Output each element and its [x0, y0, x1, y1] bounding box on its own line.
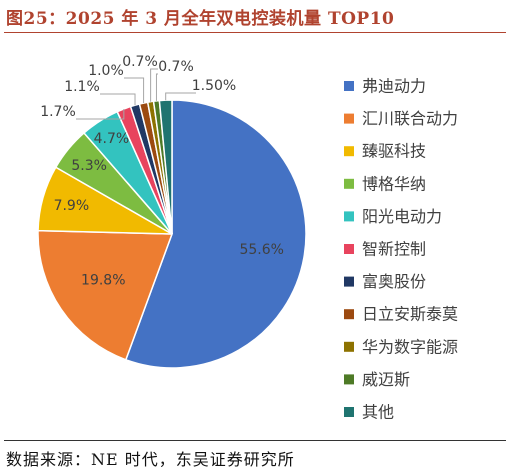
slice-data-label: 1.50% [192, 78, 236, 94]
page-title: 图25：2025 年 3 月全年双电控装机量 TOP10 [6, 9, 395, 29]
legend-swatch [344, 146, 354, 157]
slice-data-label: 7.9% [54, 198, 90, 214]
legend-label: 威迈斯 [362, 370, 410, 389]
slice-data-label: 1.0% [88, 63, 124, 79]
footer-divider [4, 440, 506, 441]
title-divider [4, 32, 506, 33]
leader-lines [76, 68, 196, 120]
leader-line [76, 108, 125, 120]
legend-swatch [344, 374, 354, 385]
leader-line [155, 73, 158, 101]
legend-label: 日立安斯泰莫 [362, 305, 458, 324]
source-note: 数据来源：NE 时代，东吴证券研究所 [6, 450, 295, 469]
legend-label: 臻驱科技 [362, 142, 426, 161]
slice-data-label: 1.7% [40, 104, 76, 120]
legend-label: 富奥股份 [362, 272, 426, 291]
slice-data-label: 0.7% [158, 59, 194, 75]
legend-swatch [344, 309, 354, 320]
legend-label: 汇川联合动力 [362, 109, 458, 128]
legend-label: 博格华纳 [362, 174, 426, 193]
pie-slice [124, 99, 307, 369]
legend-label: 智新控制 [362, 240, 426, 259]
slice-data-label: 5.3% [71, 158, 107, 174]
legend-swatch [344, 81, 354, 91]
slice-data-label: 1.1% [64, 79, 100, 95]
data-labels: 55.6%19.8%7.9%5.3%4.7%1.7%1.1%1.0%0.7% 0.… [40, 54, 284, 289]
slice-data-label: 19.8% [81, 273, 125, 289]
slice-data-label: 4.7% [94, 131, 130, 147]
legend-swatch [344, 244, 354, 254]
legend-swatch [344, 211, 354, 222]
pie-slices [37, 99, 307, 369]
leader-line [124, 77, 145, 104]
legend-label: 弗迪动力 [362, 77, 426, 96]
legend-swatch [344, 113, 354, 124]
legend-label: 其他 [362, 403, 394, 422]
leader-line [100, 93, 136, 106]
legend-swatch [344, 276, 354, 287]
leader-line [165, 92, 196, 101]
chart-legend: 弗迪动力汇川联合动力臻驱科技博格华纳阳光电动力智新控制富奥股份日立安斯泰莫华为数… [344, 77, 458, 422]
legend-swatch [344, 341, 354, 352]
slice-data-label: 55.6% [239, 242, 283, 258]
legend-label: 华为数字能源 [362, 337, 458, 356]
slice-data-label: 0.7% [122, 54, 158, 70]
legend-swatch [344, 178, 354, 189]
leader-line [150, 68, 158, 102]
legend-label: 阳光电动力 [362, 207, 442, 226]
legend-swatch [344, 407, 354, 417]
pie-slice [37, 229, 174, 361]
pie-chart: 55.6%19.8%7.9%5.3%4.7%1.7%1.1%1.0%0.7% 0.… [37, 54, 458, 422]
